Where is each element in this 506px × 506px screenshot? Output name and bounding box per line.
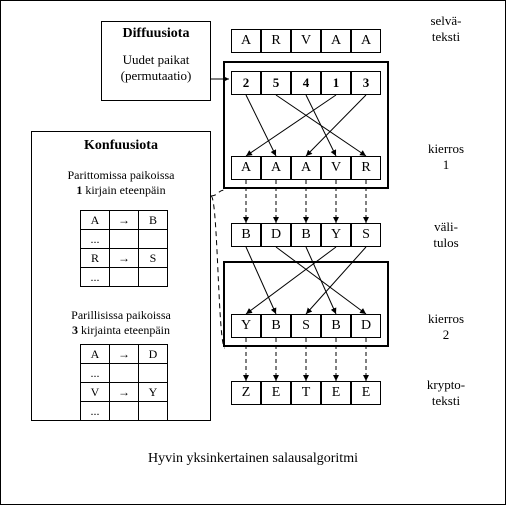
t1c: [139, 230, 168, 249]
t1c: S: [139, 249, 168, 268]
row-permutation: 25413: [231, 71, 381, 95]
t1c: R: [81, 249, 110, 268]
t1c: →: [110, 211, 139, 230]
diffusion-sub2: (permutaatio): [102, 68, 210, 84]
lbl-plain1: selvä-: [430, 13, 461, 28]
row-plaintext: ARVAA: [231, 29, 381, 53]
t2c: →: [110, 345, 139, 364]
t1c: B: [139, 211, 168, 230]
lbl-cipher: krypto- teksti: [411, 377, 481, 409]
odd-rest: kirjain eteenpäin: [82, 183, 165, 197]
t2c: ...: [81, 364, 110, 383]
caption: Hyvin yksinkertainen salausalgoritmi: [1, 451, 505, 467]
diffusion-box: Diffuusiota Uudet paikat (permutaatio): [101, 21, 211, 101]
cell: A: [321, 29, 351, 53]
cell: 2: [231, 71, 261, 95]
diagram-frame: Diffuusiota Uudet paikat (permutaatio) K…: [0, 0, 506, 505]
t1c: →: [110, 249, 139, 268]
t2c: D: [139, 345, 168, 364]
cell: 4: [291, 71, 321, 95]
odd-label2: 1 kirjain eteenpäin: [32, 183, 210, 198]
confusion-title: Konfuusiota: [32, 138, 210, 154]
t2c: [110, 402, 139, 421]
cell: E: [351, 381, 381, 405]
t1c: [110, 230, 139, 249]
row-ciphertext: ZETEE: [231, 381, 381, 405]
cell: 5: [261, 71, 291, 95]
cell: A: [261, 156, 291, 180]
cell: Y: [231, 314, 261, 338]
lbl-plain: selvä- teksti: [411, 13, 481, 45]
lbl-r1b: 1: [443, 157, 450, 172]
t2c: V: [81, 383, 110, 402]
row-round2-out: YBSBD: [231, 314, 381, 338]
cell: B: [321, 314, 351, 338]
cell: S: [351, 223, 381, 247]
cell: S: [291, 314, 321, 338]
confusion-box: Konfuusiota Parittomissa paikoissa 1 kir…: [31, 131, 211, 421]
even-rest: kirjainta eteenpäin: [78, 323, 170, 337]
t2c: →: [110, 383, 139, 402]
lbl-plain2: teksti: [432, 29, 460, 44]
t2c: ...: [81, 402, 110, 421]
t2c: A: [81, 345, 110, 364]
cell: 3: [351, 71, 381, 95]
t2c: Y: [139, 383, 168, 402]
row-intermediate: BDBYS: [231, 223, 381, 247]
t2c: [139, 364, 168, 383]
lbl-c1: krypto-: [427, 377, 465, 392]
cell: B: [291, 223, 321, 247]
t2c: [110, 364, 139, 383]
diffusion-title: Diffuusiota: [102, 26, 210, 42]
lbl-c2: teksti: [432, 393, 460, 408]
lbl-round1: kierros 1: [411, 141, 481, 173]
even-table: A→D ... V→Y ...: [80, 344, 168, 421]
cell: B: [231, 223, 261, 247]
diffusion-sub1: Uudet paikat: [102, 52, 210, 68]
lbl-r2a: kierros: [428, 311, 464, 326]
cell: Z: [231, 381, 261, 405]
even-label2: 3 kirjainta eteenpäin: [32, 323, 210, 338]
odd-label1: Parittomissa paikoissa: [32, 168, 210, 183]
lbl-i2: tulos: [433, 235, 458, 250]
t1c: ...: [81, 268, 110, 287]
cell: D: [351, 314, 381, 338]
lbl-r1a: kierros: [428, 141, 464, 156]
cell: A: [351, 29, 381, 53]
cell: 1: [321, 71, 351, 95]
odd-table: A→B ... R→S ...: [80, 210, 168, 287]
cell: B: [261, 314, 291, 338]
t1c: [110, 268, 139, 287]
cell: V: [291, 29, 321, 53]
cell: A: [291, 156, 321, 180]
cell: R: [261, 29, 291, 53]
cell: E: [261, 381, 291, 405]
cell: D: [261, 223, 291, 247]
cell: E: [321, 381, 351, 405]
even-label1: Parillisissa paikoissa: [32, 308, 210, 323]
cell: T: [291, 381, 321, 405]
cell: V: [321, 156, 351, 180]
lbl-i1: väli-: [434, 219, 458, 234]
t1c: A: [81, 211, 110, 230]
cell: A: [231, 156, 261, 180]
t1c: ...: [81, 230, 110, 249]
cell: Y: [321, 223, 351, 247]
lbl-r2b: 2: [443, 327, 450, 342]
row-round1-out: AAAVR: [231, 156, 381, 180]
lbl-inter: väli- tulos: [411, 219, 481, 251]
cell: R: [351, 156, 381, 180]
t2c: [139, 402, 168, 421]
lbl-round2: kierros 2: [411, 311, 481, 343]
cell: A: [231, 29, 261, 53]
t1c: [139, 268, 168, 287]
